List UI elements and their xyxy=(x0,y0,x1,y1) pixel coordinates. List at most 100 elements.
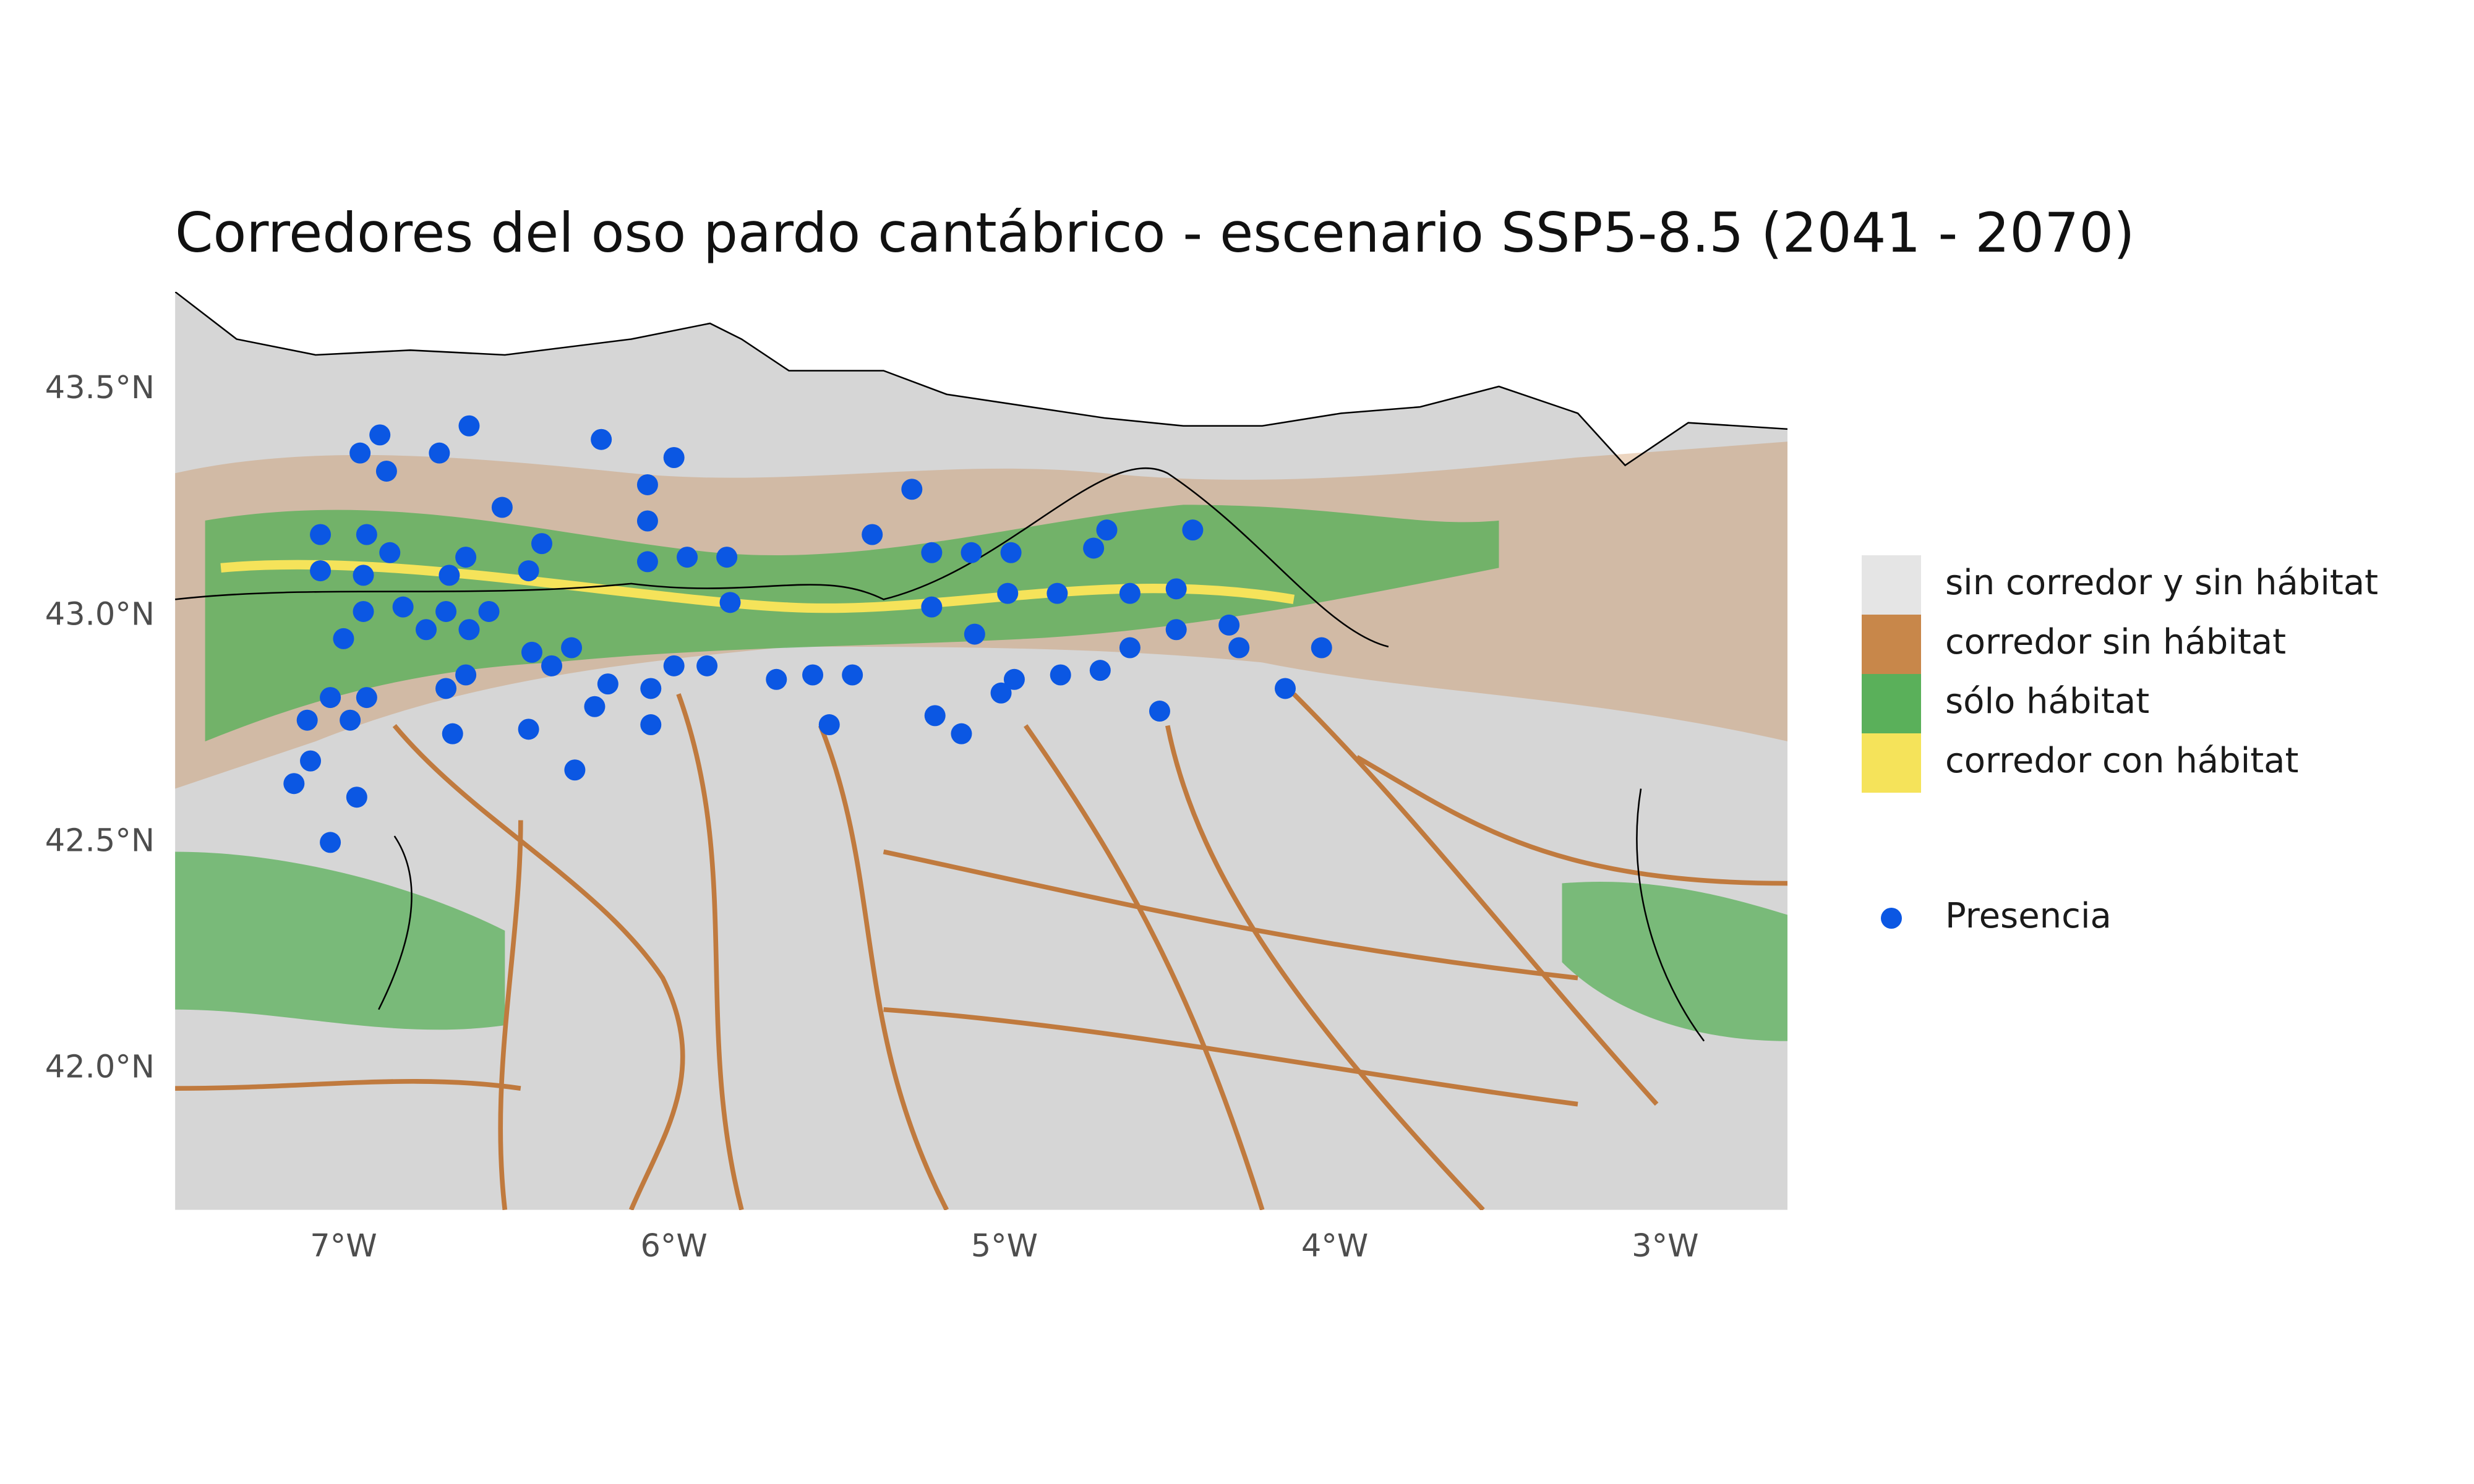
presence-point xyxy=(333,628,354,649)
presence-point xyxy=(640,678,662,699)
presence-point xyxy=(663,655,685,676)
chart-title: Corredores del oso pardo cantábrico - es… xyxy=(175,201,2135,265)
y-tick-label: 43.5°N xyxy=(45,370,155,406)
presence-point xyxy=(1089,660,1111,681)
y-tick-label: 42.0°N xyxy=(45,1049,155,1086)
presence-point xyxy=(541,655,563,676)
presence-point xyxy=(1050,664,1071,686)
y-tick-label: 43.0°N xyxy=(45,596,155,633)
legend-label: corredor con hábitat xyxy=(1945,741,2298,781)
x-tick-label: 7°W xyxy=(310,1228,377,1264)
presence-point xyxy=(300,750,322,772)
presence-point xyxy=(491,497,513,518)
presence-point xyxy=(1003,668,1025,690)
map-background xyxy=(175,292,1787,1210)
presence-point xyxy=(561,637,583,659)
legend-label: Presencia xyxy=(1945,896,2112,936)
presence-point xyxy=(636,510,658,532)
presence-point xyxy=(584,696,606,717)
presence-point xyxy=(766,668,787,690)
presence-point xyxy=(346,787,367,808)
presence-point xyxy=(429,442,450,464)
y-tick-label: 42.5°N xyxy=(45,822,155,859)
presence-point xyxy=(356,524,377,545)
presence-point xyxy=(719,592,741,613)
presence-point xyxy=(531,533,552,555)
presence-point xyxy=(283,773,305,795)
presence-point xyxy=(1119,582,1141,604)
presence-point xyxy=(379,542,401,563)
presence-point xyxy=(310,560,332,582)
presence-point xyxy=(1165,578,1187,600)
presence-point xyxy=(1311,637,1332,659)
presence-point xyxy=(518,719,539,740)
x-tick-label: 4°W xyxy=(1301,1228,1368,1264)
presence-point xyxy=(1119,637,1141,659)
presence-point xyxy=(1000,542,1022,563)
presence-point xyxy=(951,723,972,744)
presence-point xyxy=(961,542,982,563)
presence-point xyxy=(818,714,840,736)
presence-point xyxy=(1182,519,1204,541)
presence-point xyxy=(320,687,341,709)
legend-label: sin corredor y sin hábitat xyxy=(1945,563,2378,603)
presence-point xyxy=(1218,614,1240,636)
presence-point xyxy=(375,460,397,482)
legend-swatch xyxy=(1862,555,1921,615)
presence-point xyxy=(320,832,341,853)
presence-point xyxy=(1047,582,1068,604)
presence-point xyxy=(369,424,391,446)
presence-point xyxy=(591,429,612,450)
presence-point xyxy=(921,596,943,618)
presence-point xyxy=(1096,519,1118,541)
presence-point xyxy=(521,641,542,663)
presence-point xyxy=(636,551,658,573)
presence-point xyxy=(640,714,662,736)
presence-point xyxy=(455,547,477,568)
presence-point xyxy=(518,560,539,582)
presence-point xyxy=(802,664,824,686)
x-tick-label: 3°W xyxy=(1632,1228,1698,1264)
presence-point xyxy=(310,524,332,545)
legend-swatch xyxy=(1862,733,1921,793)
presence-point xyxy=(636,474,658,495)
presence-point xyxy=(356,687,377,709)
presence-point xyxy=(455,664,477,686)
presence-point xyxy=(296,709,318,731)
presence-point xyxy=(439,565,460,586)
presence-point xyxy=(597,673,618,695)
legend-swatch xyxy=(1862,674,1921,733)
legend-swatch xyxy=(1862,615,1921,674)
presence-point xyxy=(1274,678,1296,699)
presence-point xyxy=(458,619,480,641)
presence-point xyxy=(353,565,374,586)
presence-point xyxy=(564,759,586,781)
presence-point xyxy=(353,600,374,622)
presence-point xyxy=(435,600,457,622)
presence-point xyxy=(677,547,698,568)
presence-point xyxy=(921,542,943,563)
presence-point xyxy=(340,709,361,731)
presence-point xyxy=(1083,537,1105,559)
legend-point xyxy=(1881,908,1902,929)
presence-point xyxy=(392,596,414,618)
x-tick-label: 5°W xyxy=(971,1228,1038,1264)
presence-point xyxy=(990,682,1012,704)
presence-point xyxy=(1149,701,1170,722)
presence-point xyxy=(696,655,718,676)
presence-point xyxy=(901,479,923,500)
legend-label: corredor sin hábitat xyxy=(1945,622,2286,662)
presence-point xyxy=(435,678,457,699)
presence-point xyxy=(924,705,946,727)
presence-point xyxy=(416,619,437,641)
presence-point xyxy=(842,664,863,686)
presence-point xyxy=(442,723,463,744)
presence-point xyxy=(997,582,1019,604)
presence-point xyxy=(1165,619,1187,641)
presence-point xyxy=(964,623,985,645)
presence-point xyxy=(862,524,883,545)
presence-point xyxy=(349,442,371,464)
x-tick-label: 6°W xyxy=(640,1228,707,1264)
legend-label: sólo hábitat xyxy=(1945,681,2149,722)
